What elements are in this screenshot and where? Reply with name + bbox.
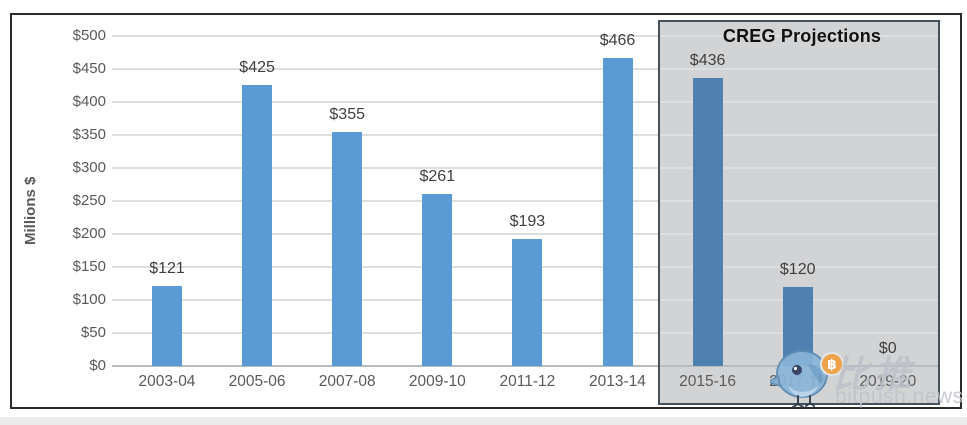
x-tick-label: 2013-14: [589, 373, 646, 390]
x-tick-label: 2019-20: [859, 373, 917, 390]
x-axis-baseline: [112, 365, 938, 367]
gridline: [112, 200, 938, 202]
x-tick-label: 2007-08: [318, 373, 376, 390]
gridline: [112, 68, 938, 70]
y-tick-label: $150: [72, 258, 106, 275]
image-edge-strip: [0, 417, 967, 425]
y-tick-label: $200: [72, 225, 106, 242]
bar-value-label: $425: [239, 59, 275, 76]
y-tick-label: $500: [72, 27, 106, 44]
bar-value-label: $193: [509, 213, 546, 230]
bar: [152, 286, 182, 366]
y-tick-label: $300: [72, 159, 106, 176]
y-tick-label: $250: [72, 192, 106, 209]
bar-value-label: $261: [419, 168, 456, 185]
x-tick-label: 2005-06: [228, 373, 286, 390]
bar: [422, 194, 453, 366]
y-tick-label: $350: [72, 126, 106, 143]
bar: [692, 78, 723, 366]
bar-value-label: $466: [599, 32, 636, 49]
bar: [242, 85, 273, 366]
bar-value-label: $355: [329, 106, 365, 123]
bar-value-label: $436: [689, 52, 726, 69]
bar: [332, 132, 363, 366]
x-tick-label: 2011-12: [499, 373, 556, 390]
bar: [512, 239, 543, 366]
x-tick-label: 2003-04: [138, 373, 196, 390]
bar: [602, 58, 633, 366]
gridline: [112, 35, 938, 37]
gridline: [112, 167, 938, 169]
bar: [782, 287, 813, 366]
creg-projections-title: CREG Projections: [722, 26, 882, 46]
gridline: [112, 134, 938, 136]
gridline: [112, 101, 938, 103]
bar-value-label: $121: [149, 260, 185, 277]
x-tick-label: 2009-10: [408, 373, 466, 390]
y-tick-label: $100: [72, 291, 106, 308]
y-tick-label: $400: [72, 93, 106, 110]
bar-value-label: $0: [878, 340, 897, 357]
bar-value-label: $120: [779, 261, 816, 278]
y-tick-label: $450: [72, 60, 106, 77]
y-tick-label: $0: [89, 357, 106, 374]
y-tick-label: $50: [80, 324, 106, 341]
gridline: [112, 233, 938, 235]
x-tick-label: 2017-18: [769, 373, 827, 390]
x-tick-label: 2015-16: [679, 373, 737, 390]
